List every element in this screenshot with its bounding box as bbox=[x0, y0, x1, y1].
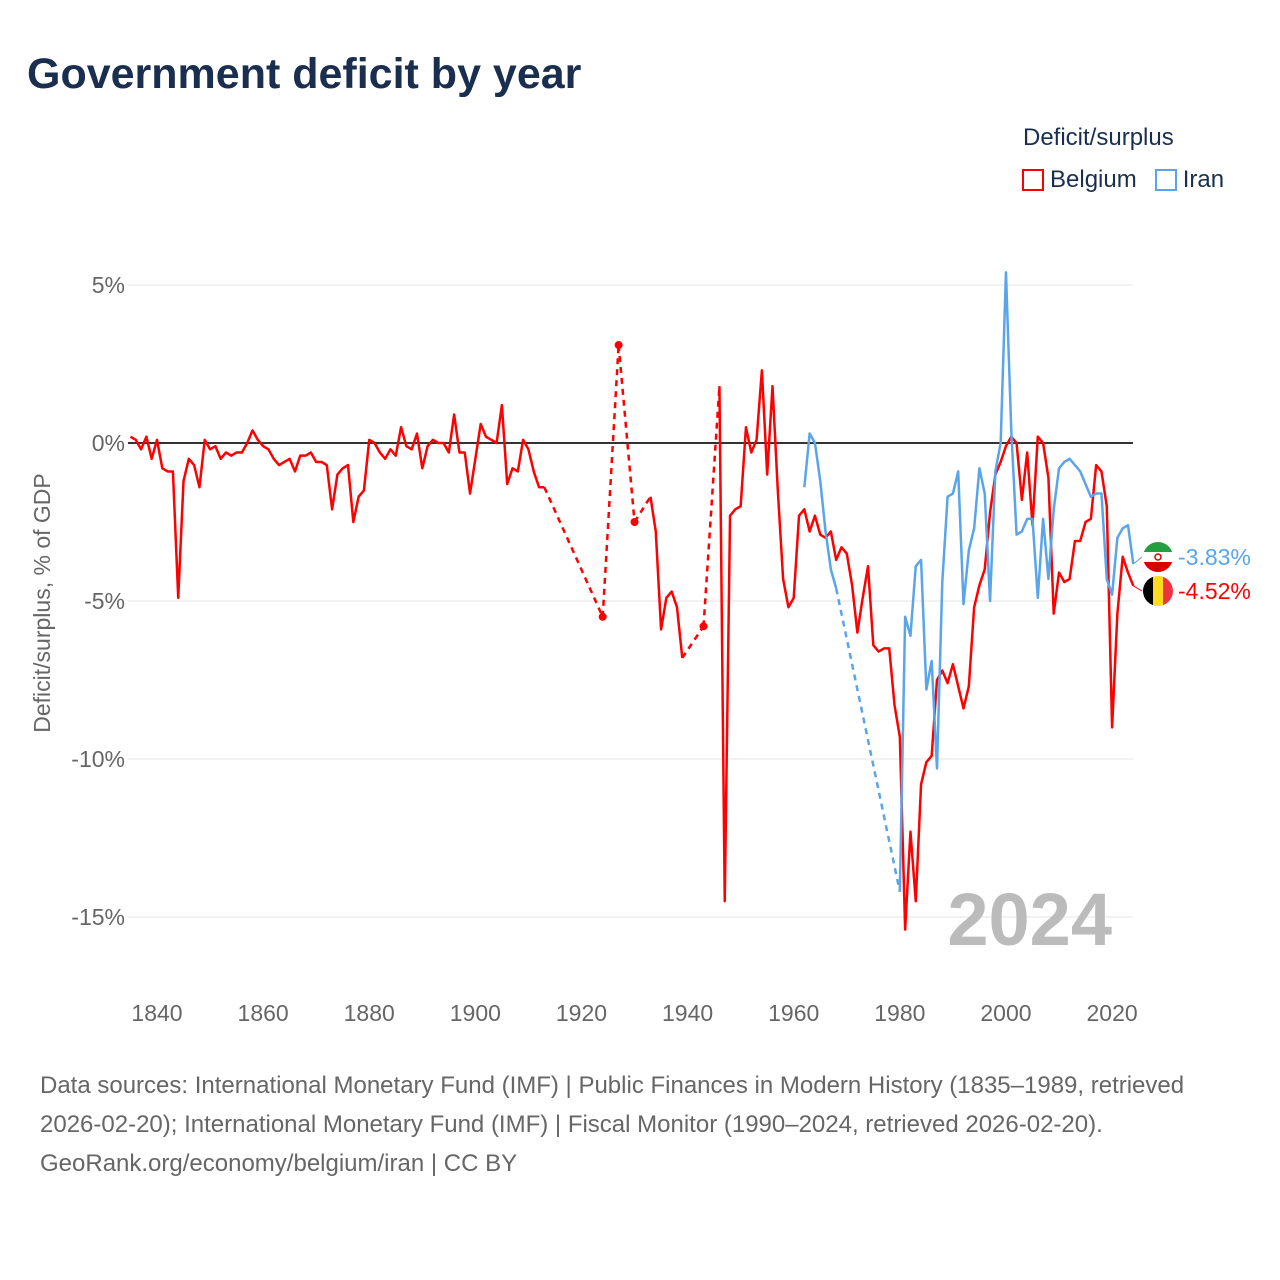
flag-emblem bbox=[1154, 553, 1162, 561]
y-tick-label: -10% bbox=[71, 746, 125, 772]
legend-label-iran: Iran bbox=[1182, 166, 1225, 193]
legend-item-belgium[interactable]: Belgium bbox=[1022, 166, 1137, 194]
data-sources: Data sources: International Monetary Fun… bbox=[40, 1072, 1185, 1138]
plot-area: 5% 0% -5% -10% -15% 1840 1860 1880 1900 1920 1940 1… bbox=[29, 271, 1251, 1026]
year-watermark: 2024 bbox=[947, 878, 1112, 961]
gap-line bbox=[681, 625, 705, 659]
gap-line bbox=[702, 386, 721, 627]
y-tick-label: -15% bbox=[71, 904, 125, 930]
credit-link[interactable]: GeoRank.org/economy/belgium/iran | CC BY bbox=[40, 1150, 518, 1177]
flag-stripe bbox=[1153, 576, 1163, 606]
series-line bbox=[129, 403, 545, 600]
legend: Belgium Iran bbox=[1022, 166, 1224, 194]
gap-line bbox=[633, 496, 652, 523]
y-tick-label: 0% bbox=[92, 430, 125, 456]
x-tick-label: 2020 bbox=[1086, 1000, 1137, 1026]
x-tick-label: 1920 bbox=[556, 1000, 607, 1026]
x-tick-label: 1860 bbox=[238, 1000, 289, 1026]
x-tick-label: 1960 bbox=[768, 1000, 819, 1026]
flag-icon-belgium bbox=[1143, 576, 1173, 606]
flag-stripe bbox=[1143, 562, 1173, 572]
page-title: Government deficit by year bbox=[27, 50, 582, 98]
gap-line bbox=[834, 588, 902, 892]
flag-icon-iran bbox=[1143, 542, 1173, 572]
series-line bbox=[803, 432, 838, 589]
gap-line bbox=[601, 344, 620, 617]
x-tick-label: 1880 bbox=[344, 1000, 395, 1026]
x-tick-label: 1900 bbox=[450, 1000, 501, 1026]
end-value-label: -3.83% bbox=[1178, 544, 1251, 570]
legend-swatch-belgium bbox=[1022, 169, 1044, 191]
y-axis-label: Deficit/surplus, % of GDP bbox=[29, 473, 55, 732]
legend-title: Deficit/surplus bbox=[1023, 124, 1174, 151]
end-connector bbox=[1133, 585, 1143, 592]
series-line bbox=[898, 271, 1135, 892]
end-value-label: -4.52% bbox=[1178, 578, 1251, 604]
flag-stripe bbox=[1143, 576, 1153, 606]
flag-stripe bbox=[1143, 542, 1173, 552]
series-iran: -3.83% bbox=[803, 271, 1251, 892]
flag-stripe bbox=[1143, 552, 1173, 562]
end-connector bbox=[1132, 556, 1143, 565]
y-tick-label: -5% bbox=[84, 588, 125, 614]
series-belgium: -4.52% bbox=[129, 341, 1251, 931]
x-tick-label: 1840 bbox=[131, 1000, 182, 1026]
x-tick-label: 1980 bbox=[874, 1000, 925, 1026]
legend-label-belgium: Belgium bbox=[1050, 166, 1137, 193]
series-line bbox=[649, 496, 684, 659]
series-line bbox=[718, 369, 1135, 931]
gap-line bbox=[543, 486, 604, 618]
gap-line bbox=[617, 344, 636, 523]
y-tick-label: 5% bbox=[92, 272, 125, 298]
x-tick-label: 1940 bbox=[662, 1000, 713, 1026]
flag-stripe bbox=[1163, 576, 1173, 606]
legend-swatch-iran bbox=[1154, 169, 1177, 191]
x-tick-label: 2000 bbox=[980, 1000, 1031, 1026]
legend-item-iran[interactable]: Iran bbox=[1154, 166, 1225, 194]
footer: Data sources: International Monetary Fun… bbox=[40, 1066, 1240, 1183]
